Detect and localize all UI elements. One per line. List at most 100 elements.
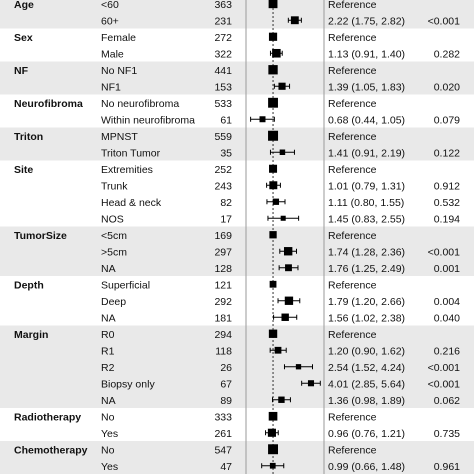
p-value: 0.532 [434,197,460,209]
p-value: 0.216 [434,345,460,357]
row-stripe [0,0,474,12]
count-value: 67 [220,378,232,390]
variable-label: Site [14,164,33,176]
count-value: 261 [214,428,232,440]
level-label: <60 [101,0,119,11]
row-stripe [0,342,474,359]
level-label: Yes [101,428,118,440]
count-value: 26 [220,362,232,374]
p-value: 0.079 [434,114,460,126]
count-value: 82 [220,197,232,209]
count-value: 294 [214,329,232,341]
level-label: Female [101,32,136,44]
estimate-label: 1.56 (1.02, 2.38) [328,312,405,324]
count-value: 533 [214,98,232,110]
level-label: No neurofibroma [101,98,179,110]
estimate-marker [290,16,299,25]
count-value: 153 [214,81,232,93]
estimate-marker [267,428,276,437]
estimate-label: Reference [328,131,377,143]
estimate-marker [268,130,279,141]
level-label: Extremities [101,164,153,176]
estimate-marker [274,346,282,354]
estimate-label: 0.68 (0.44, 1.05) [328,114,405,126]
estimate-label: 1.41 (0.91, 2.19) [328,147,405,159]
count-value: 231 [214,15,232,27]
row-stripe [0,144,474,161]
variable-label: Chemotherapy [14,444,88,456]
level-label: >5cm [101,246,127,258]
count-value: 89 [220,395,232,407]
level-label: <5cm [101,230,127,242]
level-label: Head & neck [101,197,162,209]
estimate-label: 0.96 (0.76, 1.21) [328,428,405,440]
estimate-marker [268,0,278,9]
estimate-marker [268,411,278,421]
level-label: Within neurofibroma [101,114,195,126]
variable-label: Sex [14,32,33,44]
estimate-label: 1.13 (0.91, 1.40) [328,48,405,60]
level-label: MPNST [101,131,138,143]
level-label: NOS [101,213,124,225]
count-value: 559 [214,131,232,143]
level-label: NA [101,312,116,324]
estimate-marker [268,97,278,108]
estimate-marker [285,264,292,272]
count-value: 297 [214,246,232,258]
estimate-marker [281,313,289,321]
count-value: 441 [214,65,232,77]
count-value: 121 [214,279,232,291]
p-value: 0.020 [434,81,460,93]
variable-label: Margin [14,329,48,341]
variable-label: Triton [14,131,43,143]
level-label: NF1 [101,81,121,93]
variable-label: NF [14,65,29,77]
row-stripe [0,78,474,95]
count-value: 181 [214,312,232,324]
row-stripe [0,325,474,342]
estimate-label: Reference [328,329,377,341]
p-value: 0.004 [434,296,460,308]
count-value: 272 [214,32,232,44]
level-label: R2 [101,362,115,374]
variable-label: Neurofibroma [14,98,83,110]
row-stripe [0,358,474,375]
row-stripe [0,226,474,243]
row-stripe [0,391,474,408]
estimate-marker [272,198,280,205]
estimate-label: 2.54 (1.52, 4.24) [328,362,405,374]
estimate-marker [269,280,277,288]
level-label: Yes [101,461,118,473]
estimate-label: Reference [328,230,377,242]
row-stripe [0,12,474,29]
count-value: 547 [214,444,232,456]
level-label: Biopsy only [101,378,155,390]
level-label: Superficial [101,279,150,291]
level-label: 60+ [101,15,119,27]
count-value: 47 [220,461,232,473]
estimate-label: 1.76 (1.25, 2.49) [328,263,405,275]
variable-label: Depth [14,279,44,291]
level-label: NA [101,263,116,275]
estimate-marker [268,329,278,338]
estimate-label: 1.11 (0.80, 1.55) [328,197,404,209]
estimate-label: Reference [328,32,377,44]
count-value: 252 [214,164,232,176]
estimate-marker [283,247,293,256]
row-stripe [0,259,474,276]
estimate-marker [278,396,285,403]
level-label: No NF1 [101,65,137,77]
estimate-marker [279,149,286,156]
row-stripe [0,61,474,78]
estimate-marker [268,444,279,455]
count-value: 17 [220,213,232,225]
level-label: Trunk [101,180,128,192]
estimate-label: 1.79 (1.20, 2.66) [328,296,405,308]
level-label: Triton Tumor [101,147,161,159]
p-value: <0.001 [428,362,461,374]
p-value: 0.912 [434,180,460,192]
count-value: 118 [215,345,232,357]
variable-label: Age [14,0,34,11]
estimate-label: 4.01 (2.85, 5.64) [328,378,405,390]
count-value: 35 [220,147,232,159]
